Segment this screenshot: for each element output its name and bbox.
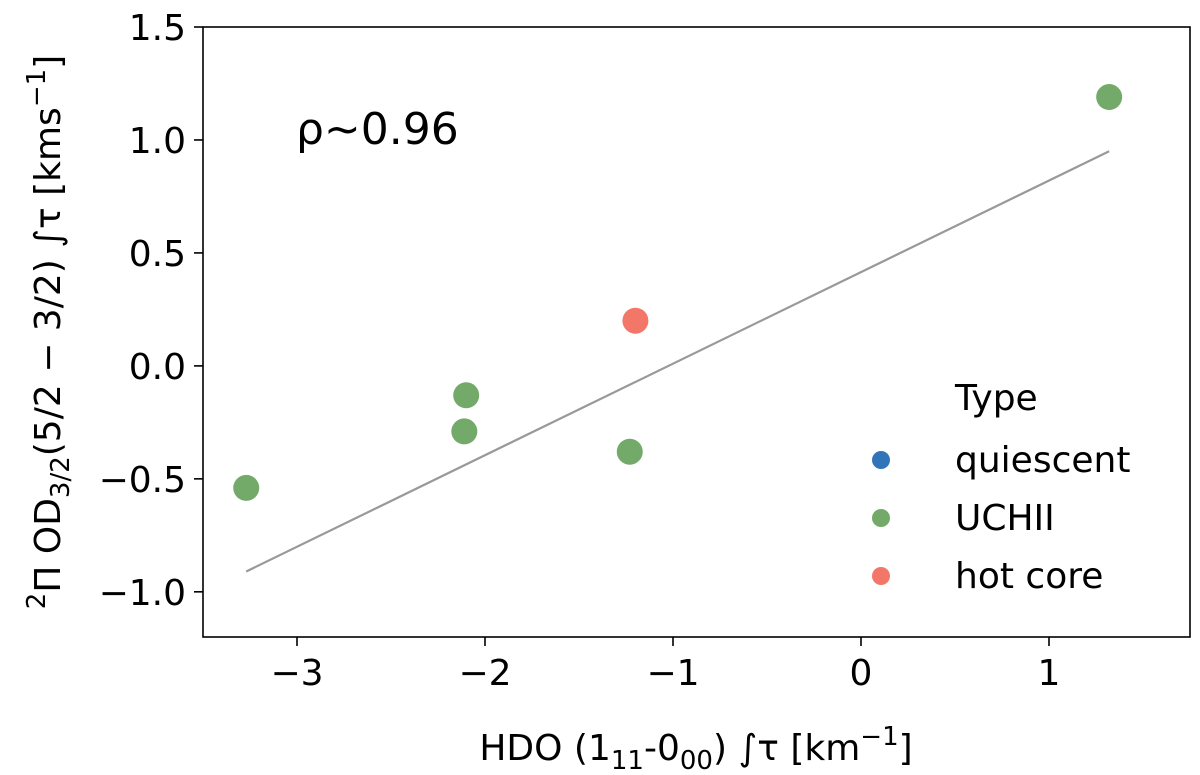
x-tick-label: 1 (1038, 653, 1061, 694)
x-tick-label: −3 (270, 653, 323, 694)
x-tick-label: −2 (458, 653, 511, 694)
data-point-uchii (616, 438, 643, 465)
legend-title: Type (954, 378, 1038, 419)
y-tick-label: 1.5 (129, 8, 186, 49)
legend-marker-uchii (872, 509, 890, 527)
legend-label-quiescent: quiescent (955, 440, 1130, 481)
correlation-annotation: ρ~0.96 (296, 104, 459, 155)
y-tick-label: −1.0 (99, 573, 186, 614)
legend-label-hot-core: hot core (955, 556, 1103, 597)
x-tick-label: 0 (850, 653, 873, 694)
legend-label-uchii: UCHII (955, 498, 1055, 539)
data-point-uchii (233, 474, 260, 501)
y-axis-label: 2Π OD3/2(5/2 − 3/2) ∫τ [kms−1] (22, 55, 76, 609)
y-tick-label: 0.0 (129, 347, 186, 388)
x-axis-label: HDO (111-000) ∫τ [km−1] (479, 722, 912, 775)
legend: Type quiescent UCHII hot core (872, 378, 1130, 597)
plot-frame (202, 26, 1191, 638)
regression-line (245, 150, 1110, 573)
x-tick-label: −1 (646, 653, 699, 694)
data-point-hot-core (622, 307, 649, 334)
data-point-uchii (453, 382, 480, 409)
data-point-uchii (1096, 84, 1123, 111)
legend-marker-quiescent (872, 451, 890, 469)
y-tick-label: 0.5 (129, 234, 186, 275)
data-point-uchii (451, 418, 478, 445)
legend-marker-hot-core (872, 567, 890, 585)
y-tick-label: 1.0 (129, 121, 186, 162)
y-tick-label: −0.5 (99, 460, 186, 501)
